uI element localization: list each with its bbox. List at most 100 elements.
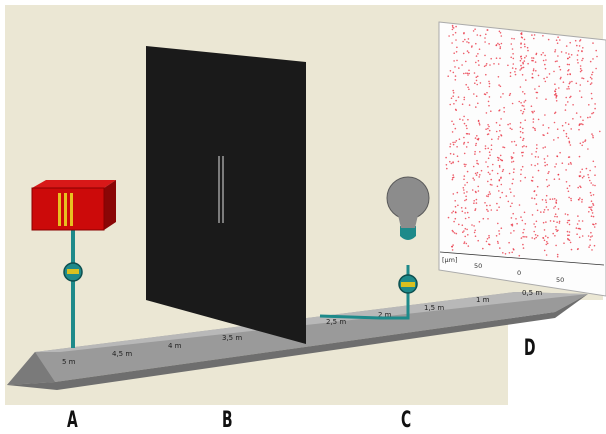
fringe-dot (520, 109, 522, 112)
fringe-dot (476, 159, 478, 162)
fringe-dot (463, 98, 466, 101)
fringe-dot (467, 38, 470, 40)
fringe-dot (569, 81, 571, 83)
fringe-dot (532, 68, 535, 70)
fringe-dot (449, 143, 452, 145)
fringe-dot (489, 154, 491, 156)
fringe-dot (454, 127, 457, 130)
fringe-dot (510, 56, 512, 59)
fringe-dot (483, 65, 486, 68)
fringe-dot (455, 99, 457, 102)
fringe-dot (490, 144, 493, 146)
fringe-dot (509, 71, 512, 74)
fringe-dot (592, 223, 594, 225)
fringe-dot (462, 40, 464, 43)
fringe-dot (464, 212, 466, 214)
fringe-dot (497, 42, 499, 45)
fringe-dot (498, 84, 500, 86)
fringe-dot (542, 35, 544, 37)
fringe-dot (521, 67, 523, 69)
fringe-dot (536, 97, 538, 99)
fringe-dot (482, 247, 484, 250)
fringe-dot (556, 253, 559, 256)
screen-panel (438, 21, 606, 297)
fringe-dot (461, 210, 464, 213)
fringe-dot (466, 191, 468, 193)
fringe-dot (515, 67, 517, 70)
fringe-dot (588, 176, 590, 179)
fringe-dot (555, 39, 558, 41)
bulb-icon (386, 176, 430, 220)
fringe-dot (466, 170, 469, 173)
fringe-dot (592, 202, 594, 205)
fringe-dot (503, 146, 506, 149)
fringe-dot (570, 128, 572, 130)
fringe-dot (474, 229, 477, 232)
fringe-dot (545, 59, 547, 61)
fringe-dot (477, 120, 480, 122)
fringe-dot (488, 80, 490, 83)
fringe-dot (568, 63, 570, 66)
fringe-dot (591, 249, 593, 251)
fringe-dot (591, 235, 593, 237)
fringe-dot (592, 135, 594, 137)
fringe-dot (542, 147, 544, 149)
fringe-dot (555, 201, 557, 203)
fringe-dot (509, 123, 511, 125)
fringe-dot (579, 228, 582, 230)
fringe-dot (486, 133, 489, 136)
fringe-dot (531, 214, 534, 216)
fringe-dot (521, 165, 524, 168)
fringe-dot (458, 67, 460, 69)
fringe-dot (470, 46, 473, 48)
fringe-dot (531, 110, 533, 113)
fringe-dot (553, 139, 555, 141)
fringe-dot (592, 136, 594, 139)
fringe-dot (454, 217, 457, 220)
fringe-dot (558, 178, 561, 180)
fringe-dot (534, 61, 537, 63)
fringe-dot (488, 191, 491, 193)
fringe-dot (519, 130, 522, 133)
fringe-dot (487, 171, 490, 174)
fringe-dot (451, 249, 454, 251)
fringe-dot (567, 101, 569, 103)
fringe-dot (512, 178, 514, 180)
fringe-dot (522, 131, 524, 134)
fringe-dot (489, 204, 491, 207)
fringe-dot (485, 161, 487, 163)
fringe-dot (467, 74, 469, 76)
fringe-dot (475, 42, 477, 45)
fringe-dot (463, 192, 466, 194)
fringe-dot (525, 145, 528, 148)
fringe-dot (535, 91, 538, 94)
fringe-dot (559, 68, 562, 71)
fringe-dot (579, 116, 582, 118)
fringe-dot (468, 72, 471, 75)
fringe-dot (454, 75, 457, 77)
fringe-dot (468, 104, 471, 106)
fringe-dot (523, 38, 526, 41)
fringe-dot (502, 146, 504, 148)
fringe-dot (463, 175, 466, 177)
fringe-dot (521, 37, 524, 39)
fringe-dot (572, 118, 574, 120)
fringe-dot (570, 54, 573, 56)
fringe-dot (581, 77, 583, 79)
fringe-dot (530, 105, 533, 107)
fringe-dot (476, 138, 479, 141)
fringe-dot (532, 111, 534, 114)
fringe-dot (456, 146, 458, 148)
fringe-dot (451, 28, 454, 31)
fringe-dot (565, 52, 567, 54)
fringe-dot (501, 191, 504, 194)
fringe-dot (475, 198, 478, 201)
fringe-dot (475, 202, 478, 204)
fringe-dot (564, 213, 567, 215)
fringe-dot (488, 125, 490, 128)
fringe-dot (511, 157, 513, 160)
fringe-dot (511, 161, 513, 163)
label-c: C (401, 408, 412, 433)
fringe-dot (477, 102, 479, 105)
fringe-dot (499, 154, 502, 157)
